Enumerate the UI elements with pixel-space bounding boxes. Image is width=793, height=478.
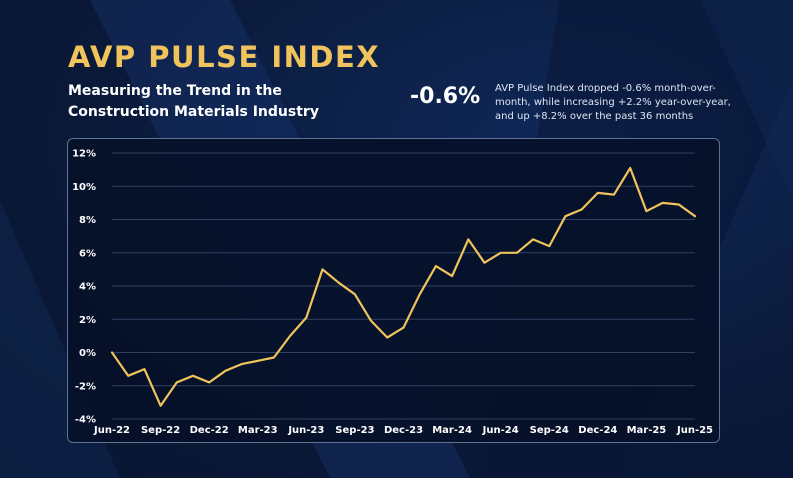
line-chart: 12% 10% 8% 6% 4% 2% 0% -2% -4% Jun-22 Sep-22 Dec-2… — [72, 149, 713, 437]
data-point — [111, 351, 113, 354]
x-tick-label: Sep-24 — [530, 425, 569, 436]
data-point — [548, 245, 551, 247]
x-tick-label: Jun-24 — [482, 425, 519, 436]
x-tick-label: Jun-23 — [287, 425, 324, 436]
data-point — [402, 326, 405, 329]
data-point — [127, 374, 130, 377]
y-tick-label: 6% — [79, 248, 96, 259]
chart-panel: 12% 10% 8% 6% 4% 2% 0% -2% -4% Jun-22 Sep-22 Dec-2… — [67, 138, 720, 443]
data-point — [321, 268, 324, 271]
data-point — [240, 363, 243, 366]
data-point — [224, 369, 227, 372]
page-title: AVP PULSE INDEX — [68, 40, 381, 74]
data-point — [483, 261, 486, 264]
y-axis: 12% 10% 8% 6% 4% 2% 0% -2% -4% — [72, 149, 96, 426]
x-tick-label: Jun-25 — [676, 425, 713, 436]
chart-grid — [112, 152, 695, 420]
data-point — [645, 210, 648, 213]
data-point — [564, 215, 567, 218]
data-point — [677, 203, 680, 206]
x-tick-label: Sep-22 — [141, 425, 180, 436]
data-point — [175, 381, 178, 384]
data-point — [418, 293, 421, 296]
data-point — [159, 404, 162, 407]
data-point — [208, 381, 211, 384]
x-tick-label: Mar-24 — [432, 425, 472, 436]
data-point — [532, 238, 534, 241]
data-point — [305, 316, 308, 319]
headline-description: AVP Pulse Index dropped -0.6% month-over… — [495, 83, 731, 122]
data-point — [629, 167, 632, 169]
y-tick-label: 10% — [72, 182, 96, 193]
data-point — [386, 336, 389, 339]
data-point — [289, 334, 292, 337]
data-point — [694, 215, 696, 218]
y-tick-label: 8% — [79, 215, 96, 226]
data-point — [613, 193, 615, 196]
y-tick-label: 12% — [72, 149, 96, 160]
data-point — [499, 251, 502, 254]
x-tick-label: Dec-24 — [578, 425, 617, 436]
data-point — [370, 320, 373, 322]
x-tick-label: Dec-22 — [190, 425, 229, 436]
data-point — [451, 275, 453, 277]
page-subtitle: Measuring the Trend in the Construction … — [68, 83, 319, 120]
data-point — [337, 281, 340, 284]
y-tick-label: 0% — [79, 348, 96, 359]
x-tick-label: Dec-23 — [384, 425, 423, 436]
data-point — [273, 356, 275, 359]
data-point — [434, 265, 437, 267]
data-point — [580, 208, 583, 211]
x-tick-label: Sep-23 — [335, 425, 374, 436]
data-point — [192, 374, 194, 377]
series-line — [110, 166, 697, 407]
data-point — [661, 201, 664, 204]
data-point — [256, 359, 259, 362]
y-tick-label: 4% — [79, 282, 96, 293]
y-tick-label: -4% — [75, 415, 96, 426]
y-tick-label: -2% — [75, 381, 96, 392]
data-point — [354, 293, 356, 296]
y-tick-label: 2% — [79, 315, 96, 326]
data-point — [596, 192, 599, 194]
data-point — [515, 251, 518, 254]
x-tick-label: Mar-23 — [238, 425, 278, 436]
headline-value: -0.6% — [410, 84, 481, 109]
chart-series — [110, 166, 697, 407]
x-axis: Jun-22 Sep-22 Dec-22 Mar-23 Jun-23 Sep-23 Dec-… — [93, 425, 713, 436]
x-tick-label: Jun-22 — [93, 425, 130, 436]
data-point — [143, 368, 146, 371]
data-point — [467, 238, 470, 241]
x-tick-label: Mar-25 — [627, 425, 667, 436]
